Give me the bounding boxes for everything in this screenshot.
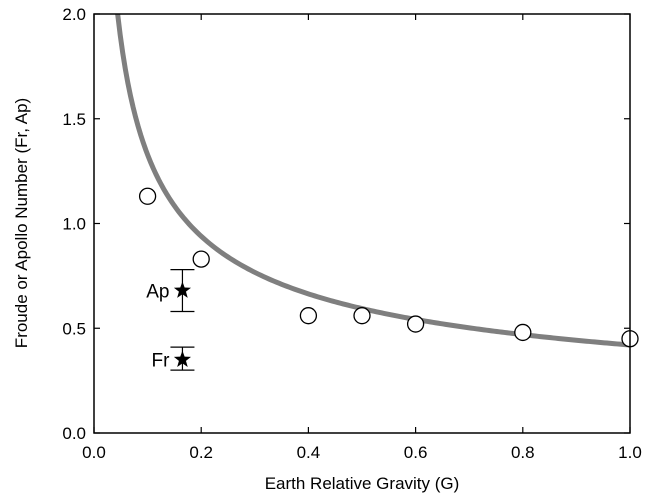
x-tick-label: 0.8 — [511, 443, 535, 462]
error-bars-layer: Ap Fr — [146, 268, 195, 372]
y-tick-label: 1.0 — [62, 215, 86, 234]
fit-curve-layer — [115, 13, 631, 348]
data-point — [138, 187, 157, 205]
star-label: Ap — [146, 282, 169, 303]
x-tick-label: 0.6 — [404, 443, 428, 462]
data-point — [299, 307, 318, 325]
star-marker — [173, 281, 191, 298]
y-tick-label: 2.0 — [62, 5, 86, 24]
x-axis-label: Earth Relative Gravity (G) — [265, 474, 460, 493]
x-tick-label: 0.0 — [82, 443, 106, 462]
data-point — [353, 307, 371, 325]
y-tick-label: 1.5 — [62, 110, 86, 129]
x-tick-label: 1.0 — [618, 443, 642, 462]
star-label: Fr — [152, 351, 171, 372]
x-tick-label: 0.2 — [189, 443, 213, 462]
data-point — [514, 323, 532, 342]
ticks-layer: 0.0 0.2 0.4 0.6 0.8 1.0 0.0 0.5 1.0 1.5 2.0 — [62, 5, 641, 462]
data-point — [192, 250, 210, 268]
fit-curve — [115, 13, 631, 348]
x-tick-label: 0.4 — [297, 443, 321, 462]
data-point — [406, 315, 425, 333]
star-marker — [173, 350, 191, 367]
y-axis-label: Froude or Apollo Number (Fr, Ap) — [12, 98, 31, 348]
data-points-layer — [138, 187, 639, 348]
y-tick-label: 0.0 — [62, 424, 86, 443]
y-tick-label: 0.5 — [62, 319, 86, 338]
